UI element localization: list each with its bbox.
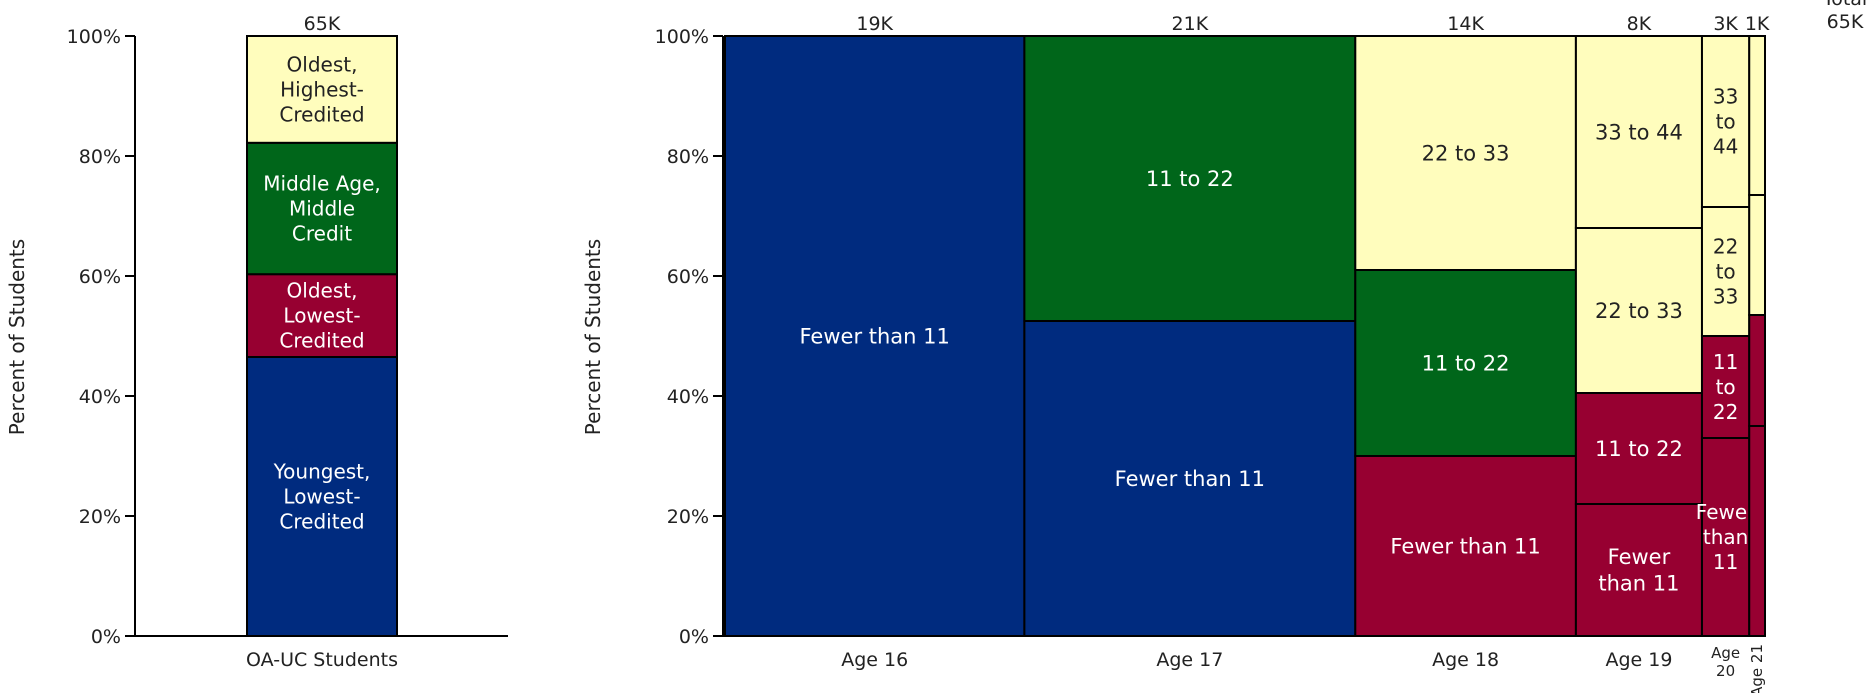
mosaic-cell-label: 22 to 33: [1713, 235, 1738, 309]
column-count-label: 8K: [1627, 13, 1652, 35]
bar-segment-label: Oldest, Highest-Credited: [279, 52, 364, 126]
mosaic-cell-label: 11 to 22: [1595, 437, 1683, 461]
mosaic-cell: [1574, 392, 1703, 505]
y-tick-label: 60%: [667, 266, 709, 288]
y-tick-label: 0%: [91, 626, 121, 648]
mosaic-cell: [1354, 269, 1577, 457]
total-value: 65K: [1827, 11, 1864, 33]
bar-segment: [246, 356, 398, 637]
mosaic-cell-label: 11 to 22: [1146, 167, 1234, 191]
x-tick-label: Age 18: [1432, 649, 1499, 671]
bar-segment: [246, 141, 398, 276]
mosaic-columns: Fewer than 11 19K Age 16 Fewer than 11 11 to…: [724, 13, 1770, 693]
column-count-label: 1K: [1745, 13, 1770, 35]
bar-segment-label: Youngest, Lowest-Credited: [273, 460, 371, 534]
mosaic-cell-label: 33 to 44: [1595, 120, 1683, 144]
right-y-ticks: 0% 20% 40% 60% 80% 100%: [655, 26, 723, 648]
bar-segment-label: Oldest, Lowest-Credited: [279, 279, 364, 353]
bar-segment-label: Middle Age, Middle Credit: [263, 172, 380, 246]
left-y-ticks: 0% 20% 40% 60% 80% 100%: [67, 26, 135, 648]
mosaic-cell-label: 33 to 44: [1713, 85, 1738, 159]
left-y-axis-title: Percent of Students: [5, 239, 29, 435]
y-tick-label: 0%: [679, 626, 709, 648]
bar-segment: [246, 273, 398, 359]
mosaic-cell: [1748, 35, 1767, 196]
right-y-axis-title: Percent of Students: [581, 239, 605, 435]
x-tick-label: Age 17: [1156, 649, 1223, 671]
mosaic-cell-label: Fewer than 11: [1115, 467, 1265, 491]
y-tick-label: 20%: [79, 506, 121, 528]
y-tick-label: 20%: [667, 506, 709, 528]
bar-total-label: 65K: [304, 13, 341, 35]
left-bar-segments: Youngest, Lowest-Credited Oldest, Lowest-Cr…: [246, 13, 398, 671]
mosaic-cell: [1354, 455, 1577, 637]
mosaic-cell-label: Fewer than 11: [1390, 534, 1540, 558]
y-tick-label: 40%: [667, 386, 709, 408]
summary-chart: Percent of Students 0% 20% 40% 60% 80% 100% Y…: [5, 13, 508, 671]
mosaic-cell: [1574, 503, 1703, 637]
mosaic-cell: [1748, 314, 1767, 427]
y-tick-label: 80%: [79, 146, 121, 168]
x-tick-label: Age 16: [841, 649, 908, 671]
y-tick-label: 100%: [655, 26, 709, 48]
mosaic-cell: [1748, 425, 1767, 637]
mosaic-cell-label: 22 to 33: [1422, 141, 1510, 165]
column-count-label: 21K: [1172, 13, 1209, 35]
mosaic-cell-label: Fewer than 11: [1696, 500, 1756, 574]
y-tick-label: 80%: [667, 146, 709, 168]
x-tick-label: Age 21: [1748, 644, 1766, 693]
mosaic-cell: [1574, 35, 1703, 229]
total-label: Total: [1822, 0, 1867, 10]
mosaic-cell: [1700, 35, 1751, 208]
mosaic-cell: [1748, 194, 1767, 316]
mosaic-chart: Percent of Students 0% 20% 40% 60% 80% 100% F…: [581, 0, 1867, 693]
column-count-label: 14K: [1447, 13, 1484, 35]
x-tick-label: Age 20: [1711, 644, 1740, 680]
y-tick-label: 40%: [79, 386, 121, 408]
column-count-label: 19K: [856, 13, 893, 35]
mosaic-cell-label: Fewer than 11: [800, 324, 950, 348]
mosaic-cell: [1700, 437, 1751, 637]
mosaic-cell: [1354, 35, 1577, 271]
x-tick-label: Age 19: [1605, 649, 1672, 671]
y-tick-label: 100%: [67, 26, 121, 48]
mosaic-cell: [1023, 35, 1357, 322]
x-tick-label: OA-UC Students: [246, 649, 398, 671]
mosaic-cell: [724, 35, 1026, 637]
bar-segment: [246, 35, 398, 144]
mosaic-cell-label: 22 to 33: [1595, 299, 1683, 323]
mosaic-cell: [1574, 227, 1703, 394]
column-count-label: 3K: [1713, 13, 1738, 35]
mosaic-cell-label: 11 to 22: [1713, 350, 1738, 424]
y-tick-label: 60%: [79, 266, 121, 288]
mosaic-cell-label: Fewer than 11: [1598, 545, 1679, 595]
mosaic-cell-label: 11 to 22: [1422, 351, 1510, 375]
